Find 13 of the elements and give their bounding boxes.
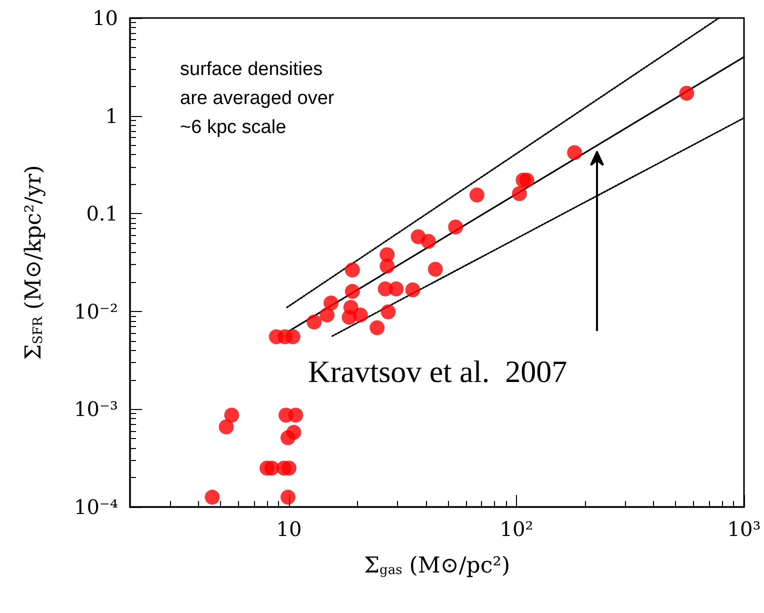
y-tick-label: 10⁻³ xyxy=(74,397,118,422)
y-axis-title: ΣSFR (M⊙/kpc²/yr) xyxy=(22,165,46,360)
x-axis-title: Σgas (M⊙/pc²) xyxy=(364,554,510,578)
y-tick-label: 10⁻² xyxy=(74,299,118,324)
y-tick-label: 10 xyxy=(92,6,118,30)
x-tick-label: 10 xyxy=(276,517,302,541)
y-tick-label: 10⁻⁴ xyxy=(74,495,118,519)
y-tick-label: 1 xyxy=(105,104,118,128)
x-tick-label: 10² xyxy=(500,517,534,541)
annotation: surface densities are averaged over ~6 kpc scale xyxy=(180,59,335,138)
y-tick-label: 0.1 xyxy=(86,202,118,226)
x-tick-label: 10³ xyxy=(727,517,761,541)
annotation: Kravtsov et al. 2007 xyxy=(308,354,568,389)
